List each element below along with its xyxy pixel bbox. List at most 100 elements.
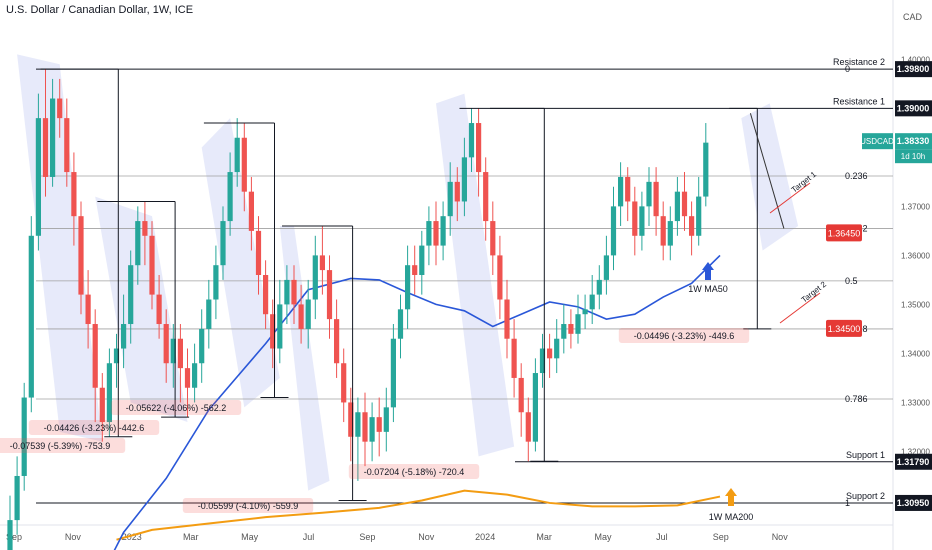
x-tick-label: Nov — [772, 532, 789, 542]
swing-label-box — [618, 328, 750, 343]
target-line — [769, 182, 811, 214]
target-price-text: 1.36450 — [828, 228, 861, 238]
candle-body — [696, 196, 702, 236]
candle-body — [674, 191, 680, 222]
candle-body — [390, 338, 396, 408]
candle-body — [121, 324, 127, 349]
candle-body — [554, 338, 560, 359]
candle-body — [57, 98, 63, 119]
ma200-line — [116, 489, 721, 541]
candle-body — [298, 304, 304, 329]
price-tag-text: 1.39800 — [897, 64, 930, 74]
ma200-arrow — [725, 488, 737, 506]
swing-label: -0.07539 (-5.39%) -753.9 — [10, 441, 111, 451]
swing-label: -0.05622 (-4.06%) -562.2 — [126, 403, 227, 413]
ma50-line — [113, 254, 721, 550]
y-tick-label: 1.34000 — [901, 349, 930, 358]
target-label: Target 1 — [790, 169, 819, 194]
ma50-label: 1W MA50 — [688, 284, 728, 294]
candle-body — [603, 255, 609, 280]
y-tick-label: 1.35000 — [901, 300, 930, 309]
candle-body — [35, 118, 41, 236]
candle-body — [660, 216, 666, 246]
candle-body — [255, 230, 262, 275]
ma50-arrow — [702, 262, 714, 280]
decline-channel — [201, 118, 280, 408]
symbol-tag-text: USDCAD — [860, 137, 894, 146]
decline-channel — [741, 103, 799, 251]
candle-body — [355, 412, 361, 437]
candle-body — [405, 265, 411, 310]
candle-body — [412, 265, 418, 275]
x-tick-label: Sep — [713, 532, 729, 542]
candle-body — [476, 123, 482, 173]
candle-body — [582, 309, 588, 315]
candle-body — [632, 201, 638, 236]
candle-body — [646, 181, 652, 207]
candle-body — [447, 181, 453, 217]
y-tick-label: 1.36000 — [901, 251, 930, 260]
candle-body — [106, 363, 112, 423]
symbol-tag — [862, 133, 893, 150]
candle-body — [596, 279, 602, 295]
price-tag — [895, 494, 932, 511]
candle-body — [667, 221, 673, 246]
price-tag — [895, 61, 932, 78]
candle-body — [575, 314, 581, 334]
fib-level-label: 0.236 — [845, 171, 868, 181]
candle-body — [156, 294, 162, 325]
candle-body — [334, 319, 340, 364]
candle-body — [483, 172, 489, 222]
candle-body — [92, 324, 98, 388]
candle-body — [348, 402, 354, 437]
candle-body — [362, 412, 368, 442]
fib-level-label: 0.786 — [845, 394, 868, 404]
candle-body — [419, 245, 425, 275]
swing-label: -0.05599 (-4.10%) -559.9 — [198, 501, 299, 511]
swing-label: -0.04426 (-3.23%) -442.6 — [44, 423, 145, 433]
fib-level-label: 1 — [845, 498, 850, 508]
candle-body — [440, 216, 446, 246]
level-label: Resistance 2 — [833, 57, 885, 67]
x-tick-label: 2023 — [122, 532, 142, 542]
candle-body — [184, 368, 191, 388]
projection-arrow — [749, 113, 785, 229]
candle-body — [277, 304, 283, 349]
candle-body — [170, 338, 176, 364]
candle-body — [312, 255, 318, 300]
candle-body — [703, 142, 709, 197]
candle-body — [50, 98, 56, 177]
price-tag — [895, 453, 932, 470]
candle-body — [142, 221, 148, 236]
candle-body — [326, 270, 333, 320]
candle-body — [426, 221, 432, 246]
y-tick-label: 1.40000 — [901, 55, 930, 64]
candle-body — [376, 417, 382, 432]
candle-body — [99, 387, 105, 423]
candle-body — [199, 328, 205, 364]
price-tag — [895, 133, 932, 150]
x-tick-label: Sep — [6, 532, 22, 542]
level-label: Support 2 — [846, 491, 885, 501]
target-price-tag — [826, 224, 862, 242]
target-price-text: 1.34500 — [828, 324, 861, 334]
candle-body — [341, 363, 347, 403]
candle-body — [14, 475, 20, 521]
x-tick-label: 2024 — [475, 532, 495, 542]
swing-label-box — [110, 400, 242, 415]
candle-body — [490, 221, 496, 256]
swing-label-box — [28, 420, 160, 435]
swing-label-box — [0, 438, 126, 453]
x-tick-label: Nov — [65, 532, 82, 542]
x-tick-label: Nov — [418, 532, 435, 542]
y-tick-label: 1.37000 — [901, 202, 930, 211]
candle-body — [192, 363, 198, 388]
candle-body — [284, 279, 290, 305]
candle-body — [547, 348, 553, 359]
candle-body — [7, 520, 13, 550]
candle-body — [539, 348, 546, 374]
x-tick-label: Jul — [656, 532, 668, 542]
price-tag-text: 1.38330 — [897, 136, 930, 146]
price-tag-text: 1.39000 — [897, 103, 930, 113]
